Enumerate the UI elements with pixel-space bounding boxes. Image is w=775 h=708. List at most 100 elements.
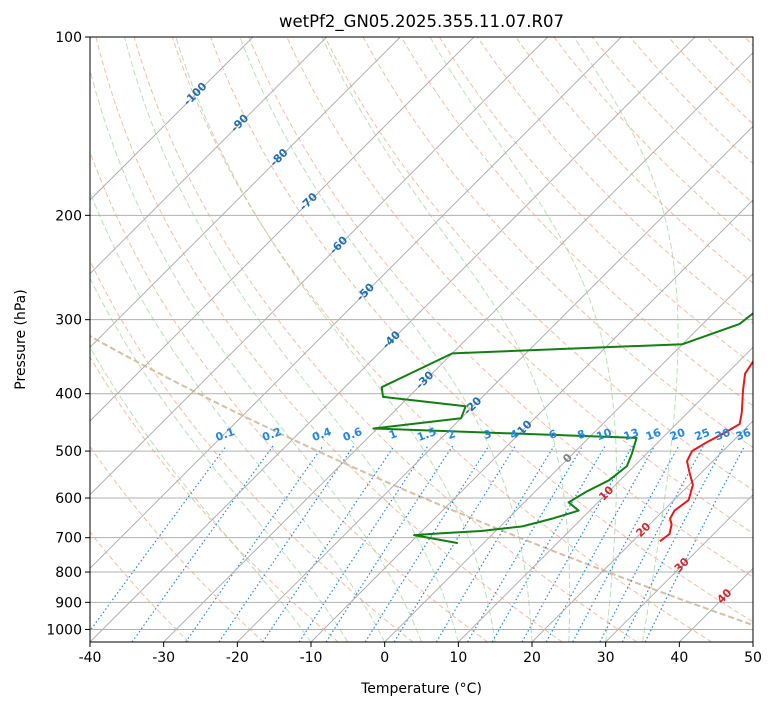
mixing-ratio-label: 25 [693,426,712,443]
moist-adiabat [429,37,617,642]
mixing-ratio-label: 16 [644,426,663,444]
mixing-ratio-label: 0.1 [214,425,237,444]
dry-adiabat [400,37,753,407]
moist-adiabats [90,37,679,642]
mixing-ratio-line [466,445,584,642]
y-tick-label: 800 [55,565,82,581]
mixing-ratio-line [435,445,555,642]
x-tick-label: 0 [380,650,389,666]
y-tick-label: 500 [55,444,82,460]
y-tick-label: 900 [55,595,82,611]
dry-adiabat [90,150,488,642]
y-tick-label: 700 [55,531,82,547]
y-tick-label: 100 [55,30,82,46]
moist-adiabat [90,67,422,642]
dry-adiabat [553,37,753,244]
mixing-ratio-label: 36 [734,426,753,444]
mixing-ratio-line [218,445,355,642]
mixing-ratio-label: 13 [622,426,641,443]
moist-adiabat [90,346,312,642]
x-tick-label: 10 [449,650,467,666]
isotherm-line [90,37,328,275]
dry-adiabat [438,37,753,366]
dry-adiabat [591,37,753,204]
x-tick-label: 30 [597,650,615,666]
isotherm-line [90,37,254,201]
mixing-ratio-label: 30 [713,426,732,444]
x-axis-label: Temperature (°C) [360,681,482,697]
dry-adiabat [133,37,638,642]
mixing-ratio-line [393,445,516,642]
dry-adiabat [477,37,753,325]
special-curve [90,334,753,627]
isotherm-line [90,37,696,642]
isotherm-line [310,199,753,642]
mixing-ratio-line [262,445,395,642]
mixing-ratio-line [298,445,429,642]
dry-adiabat [171,37,712,642]
mixing-ratio-label: 8 [576,427,588,442]
mixing-ratio-line [621,445,725,642]
x-tick-label: 40 [670,650,688,666]
x-tick-label: -40 [79,650,102,666]
isotherm-line [531,420,753,642]
mixing-ratio-label: 0.2 [260,425,283,444]
dry-adiabat [90,259,414,642]
isobar-gridlines [90,37,753,630]
x-tick-label: -10 [300,650,323,666]
dry-adiabat [324,37,753,491]
mixing-ratio-label: 10 [595,426,614,444]
isotherm-line [457,346,753,642]
y-tick-label: 1000 [46,622,82,638]
axes: -40 -30 -20 -10 0 10 20 30 40 50 100 200 300 400 500 60… [46,30,762,666]
dewpoint-profile [372,312,753,545]
x-tick-label: 20 [523,650,541,666]
moist-adiabat [321,37,571,642]
isotherm-line [605,493,753,642]
mixing-ratio-line [131,445,274,642]
plot-area: -100-90-80-70-60-50-40-30-20-10010203040… [90,37,753,642]
mixing-ratio-line [644,445,746,642]
moist-adiabat [124,37,459,642]
y-axis-label: Pressure (hPa) [13,289,29,389]
dry-adiabat [248,37,753,578]
dry-adiabat [90,531,190,642]
y-tick-label: 300 [55,313,82,329]
isotherm-line [90,37,475,422]
isotherm-line [90,37,549,496]
y-tick-label: 600 [55,491,82,507]
mixing-ratio-label: 0.6 [341,425,364,444]
moist-adiabat [175,37,496,642]
mixing-ratio-label: 20 [668,426,687,444]
chart-title: wetPf2_GN05.2025.355.11.07.R07 [279,12,564,32]
mixing-ratio-label: 1 [387,427,399,442]
mixing-ratio-label: 2 [446,427,458,442]
x-tick-label: -30 [152,650,175,666]
special-curve [90,334,753,627]
mixing-ratio-line [545,445,656,642]
x-tick-label: 50 [744,650,762,666]
x-tick-label: -20 [226,650,249,666]
moist-adiabat [90,277,349,642]
y-tick-label: 400 [55,387,82,403]
dry-adiabat [286,37,753,534]
mixing-ratio-label: 4 [508,427,520,442]
sounding-profiles [372,312,753,545]
dry-adiabat [95,37,563,642]
y-tick-label: 200 [55,208,82,224]
mixing-ratio-line [364,445,490,642]
dry-adiabat [210,37,753,623]
isotherm-line [163,51,753,642]
mixing-ratio-line [325,445,454,642]
mixing-ratio-line [185,445,324,642]
isotherm-line [236,125,753,642]
moist-adiabat [239,37,533,642]
moist-adiabat [90,190,386,642]
temperature-profile [659,359,753,543]
isotherm-line [384,272,753,642]
mixing-ratio-label: 1.5 [415,425,438,444]
isotherm-line [90,37,401,349]
isotherm-gridlines [90,37,753,642]
